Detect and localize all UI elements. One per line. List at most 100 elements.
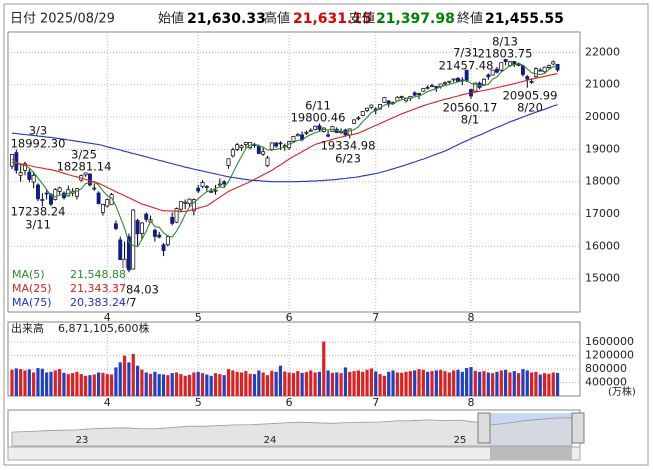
volume-bar	[213, 373, 218, 396]
legend-box	[9, 268, 127, 310]
candle-body	[317, 125, 322, 130]
candle-body	[152, 229, 157, 237]
volume-bar	[66, 374, 70, 396]
header-value: 21,455.55	[485, 11, 564, 27]
volume-bar	[252, 374, 257, 396]
x-tick-label: 7	[372, 396, 379, 409]
range-handle-left[interactable]	[477, 412, 491, 444]
candle-body	[326, 134, 331, 137]
range-handle-right[interactable]	[571, 412, 585, 444]
candle-body	[226, 158, 231, 166]
y-tick-label: 17000	[585, 207, 620, 220]
volume-bar	[84, 375, 88, 396]
volume-bar	[343, 367, 348, 396]
volume-bar	[426, 371, 430, 396]
volume-bar	[27, 369, 31, 396]
volume-bar	[244, 371, 248, 396]
navigator-label: 24	[264, 435, 277, 446]
volume-bar	[114, 367, 118, 396]
volume-bar	[512, 371, 516, 396]
volume-bar	[482, 371, 486, 396]
price-panel	[7, 31, 581, 313]
volume-bar	[283, 371, 287, 396]
candle-body	[538, 69, 543, 72]
candle-body	[269, 142, 274, 150]
volume-bar	[339, 373, 343, 396]
annotation-price: 18992.30	[11, 137, 66, 151]
volume-bar	[239, 372, 244, 396]
candle-body	[482, 78, 486, 86]
volume-bar	[434, 370, 438, 396]
volume-bar	[75, 371, 79, 396]
legend-value: 21,548.88	[70, 268, 126, 281]
candle-body	[209, 191, 214, 193]
candle-body	[473, 82, 478, 92]
volume-bar	[296, 371, 300, 396]
candle-body	[92, 187, 97, 190]
header-label: 安値	[349, 11, 375, 27]
candle-body	[196, 187, 201, 192]
x-tick-label: 6	[286, 396, 293, 409]
candle-body	[516, 64, 521, 66]
volume-bar	[14, 368, 18, 396]
date-value: 2025/08/29	[40, 12, 115, 27]
x-tick-label: 8	[467, 396, 474, 409]
volume-bar	[131, 353, 135, 396]
annotation-price: 20905.99	[503, 89, 558, 103]
volume-bar	[101, 372, 105, 396]
candle-body	[170, 216, 175, 224]
candle-body	[456, 77, 460, 82]
volume-bar	[508, 372, 512, 396]
volume-tick-label: 1200000	[585, 349, 634, 362]
y-tick-label: 22000	[585, 45, 620, 58]
volume-bar	[499, 370, 503, 396]
candle-body	[291, 136, 296, 142]
candle-body	[243, 142, 248, 145]
candle-body	[347, 128, 352, 136]
legend-value: 20,383.24	[70, 296, 126, 309]
candle-body	[369, 104, 374, 108]
annotation-price: 21803.75	[478, 47, 533, 61]
volume-bar	[555, 372, 560, 396]
volume-bar	[313, 372, 317, 396]
candle-body	[421, 88, 426, 92]
scrollbar[interactable]	[7, 446, 581, 461]
volume-bar	[166, 375, 170, 396]
volume-bar	[45, 372, 49, 396]
annotation-date: 6/23	[335, 152, 361, 166]
candle-body	[235, 144, 240, 150]
candle-body	[261, 151, 266, 155]
volume-bar	[127, 362, 131, 396]
scroll-thumb[interactable]	[490, 447, 572, 460]
volume-bar	[504, 369, 508, 396]
candle-body	[27, 171, 32, 180]
volume-unit: (万株)	[608, 385, 636, 398]
volume-bar	[174, 372, 179, 396]
volume-bar	[404, 371, 408, 396]
volume-bar	[439, 369, 443, 396]
candle-body	[503, 59, 508, 62]
volume-bar	[161, 374, 166, 396]
volume-bar	[157, 374, 161, 396]
header-value: 21,397.98	[376, 11, 455, 27]
annotation-date: 3/3	[29, 124, 48, 138]
y-tick-label: 21000	[585, 78, 620, 91]
volume-bar	[335, 372, 339, 396]
volume-bar	[538, 374, 542, 396]
volume-bar	[408, 371, 412, 396]
candle-body	[265, 157, 270, 166]
date-label: 日付	[10, 12, 36, 27]
candle-body	[139, 222, 144, 234]
candle-body	[495, 68, 499, 73]
candle-body	[239, 145, 244, 149]
candle-body	[295, 134, 300, 137]
volume-bar	[105, 374, 109, 396]
y-tick-label: 15000	[585, 272, 620, 285]
candle-body	[352, 119, 357, 124]
legend-name: MA(5)	[12, 268, 45, 281]
moving-average-line	[11, 62, 558, 248]
candle-body	[447, 80, 452, 83]
volume-bar	[369, 368, 373, 396]
navigator-label: 23	[76, 435, 89, 446]
volume-bar	[387, 371, 391, 396]
